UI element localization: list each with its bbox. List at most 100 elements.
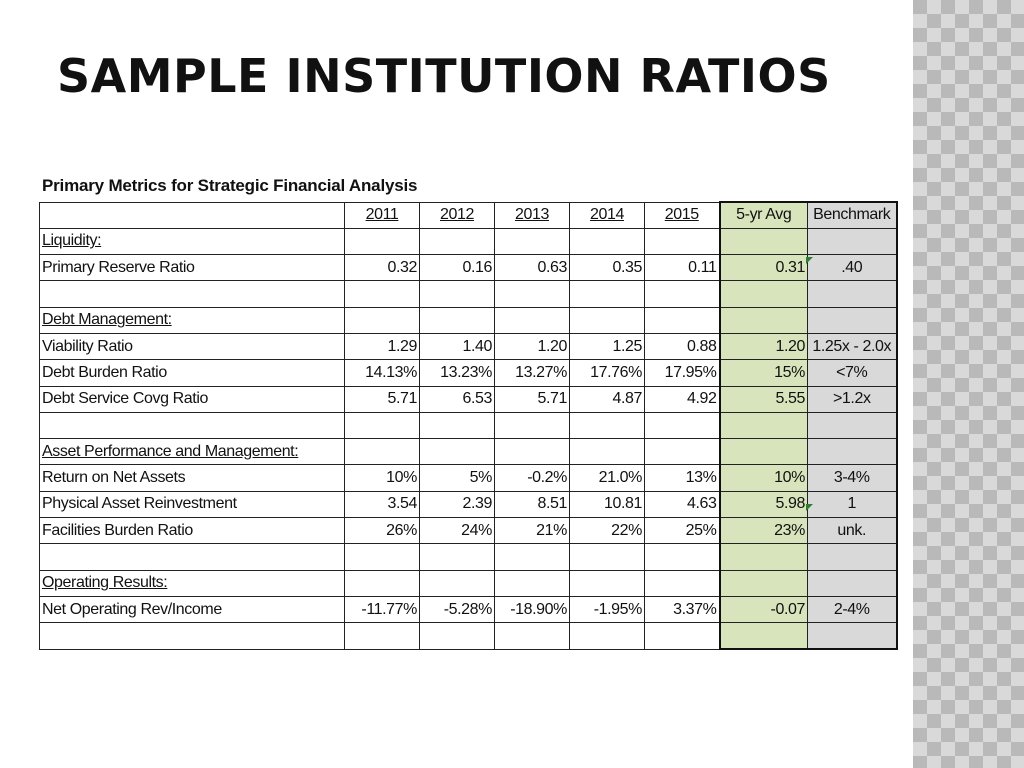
header-year-2011: 2011 <box>344 201 420 229</box>
avg-cell <box>718 280 808 308</box>
benchmark-cell: 1 <box>807 490 898 519</box>
avg-cell: 5.55 <box>718 385 808 413</box>
value-cell: 24% <box>419 517 495 545</box>
value-cell: 4.87 <box>569 385 645 413</box>
value-cell: 3.37% <box>644 595 720 624</box>
table-row: Debt Burden Ratio 14.13% 13.23% 13.27% 17.76… <box>39 359 898 387</box>
value-cell: 10% <box>344 464 420 492</box>
row-label: Debt Service Covg Ratio <box>39 385 345 413</box>
value-cell: 0.32 <box>344 254 420 282</box>
table-row: Viability Ratio 1.29 1.40 1.20 1.25 0.88 1.20 1… <box>39 332 898 361</box>
value-cell <box>344 280 420 308</box>
avg-cell <box>718 438 808 466</box>
avg-cell: 15% <box>718 359 808 387</box>
value-cell: 1.25 <box>569 332 645 361</box>
header-benchmark: Benchmark <box>807 200 898 229</box>
value-cell <box>644 543 720 571</box>
avg-cell <box>718 411 808 440</box>
avg-cell <box>718 622 808 651</box>
table-caption: Primary Metrics for Strategic Financial … <box>42 176 418 195</box>
avg-cell <box>718 569 808 597</box>
value-cell: 6.53 <box>419 385 495 413</box>
value-cell: 2.39 <box>419 490 495 519</box>
value-cell <box>344 227 420 256</box>
avg-cell: 0.31 <box>718 254 808 282</box>
header-blank-cell <box>39 201 345 229</box>
section-row: Operating Results: <box>39 569 898 597</box>
value-cell: 17.95% <box>644 359 720 387</box>
value-cell: 0.35 <box>569 254 645 282</box>
benchmark-cell <box>807 543 898 571</box>
value-cell: 1.40 <box>419 332 495 361</box>
row-label <box>39 411 345 440</box>
row-label: Viability Ratio <box>39 332 345 361</box>
section-row: Asset Performance and Management: <box>39 438 898 466</box>
value-cell <box>494 543 570 571</box>
slide-title: SAMPLE INSTITUTION RATIOS <box>57 49 831 103</box>
avg-cell: 1.20 <box>718 332 808 361</box>
header-year-2013: 2013 <box>494 201 570 229</box>
section-row: Debt Management: <box>39 306 898 334</box>
value-cell: 5.71 <box>344 385 420 413</box>
header-year-2014: 2014 <box>569 201 645 229</box>
row-label: Return on Net Assets <box>39 464 345 492</box>
header-5yr-avg: 5-yr Avg <box>718 200 808 229</box>
value-cell: 1.29 <box>344 332 420 361</box>
section-row: Liquidity: <box>39 227 898 256</box>
benchmark-cell: 1.25x - 2.0x <box>807 332 898 361</box>
value-cell <box>344 411 420 440</box>
table-row: Return on Net Assets 10% 5% -0.2% 21.0% 13% 10… <box>39 464 898 492</box>
value-cell <box>419 411 495 440</box>
avg-cell: 23% <box>718 517 808 545</box>
value-cell: 13.27% <box>494 359 570 387</box>
blank-row <box>39 280 898 308</box>
value-cell: 17.76% <box>569 359 645 387</box>
header-year-2012: 2012 <box>419 201 495 229</box>
value-cell <box>494 438 570 466</box>
value-cell: 0.63 <box>494 254 570 282</box>
value-cell: 22% <box>569 517 645 545</box>
value-cell: 0.11 <box>644 254 720 282</box>
value-cell: 4.63 <box>644 490 720 519</box>
comment-marker <box>806 504 813 511</box>
value-cell <box>344 543 420 571</box>
table-row: Facilities Burden Ratio 26% 24% 21% 22% 25% 23… <box>39 517 898 545</box>
value-cell <box>344 569 420 597</box>
value-cell <box>419 543 495 571</box>
value-cell <box>644 411 720 440</box>
value-cell <box>569 622 645 650</box>
value-cell <box>569 227 645 256</box>
value-cell: -5.28% <box>419 595 495 624</box>
table-header-row: 2011 2012 2013 2014 2015 5-yr Avg Benchmark <box>39 200 898 229</box>
avg-cell: -0.07 <box>718 595 808 624</box>
value-cell: 13% <box>644 464 720 492</box>
value-cell <box>494 411 570 440</box>
value-cell <box>569 280 645 308</box>
benchmark-cell <box>807 227 898 256</box>
value-cell: 3.54 <box>344 490 420 519</box>
section-heading: Debt Management: <box>39 306 345 334</box>
row-label <box>39 280 345 308</box>
row-label: Physical Asset Reinvestment <box>39 490 345 519</box>
table-row: Debt Service Covg Ratio 5.71 6.53 5.71 4.87 4… <box>39 385 898 413</box>
value-cell <box>494 306 570 334</box>
value-cell <box>419 280 495 308</box>
value-cell <box>419 227 495 256</box>
value-cell <box>419 438 495 466</box>
benchmark-cell: <7% <box>807 359 898 387</box>
benchmark-cell <box>807 569 898 597</box>
value-cell <box>644 227 720 256</box>
value-cell: 1.20 <box>494 332 570 361</box>
value-cell: -1.95% <box>569 595 645 624</box>
section-heading: Asset Performance and Management: <box>39 438 345 466</box>
value-cell <box>644 622 720 650</box>
value-cell <box>644 306 720 334</box>
benchmark-cell <box>807 411 898 440</box>
value-cell: -18.90% <box>494 595 570 624</box>
value-cell <box>419 306 495 334</box>
avg-cell <box>718 543 808 571</box>
value-cell: 13.23% <box>419 359 495 387</box>
benchmark-cell <box>807 280 898 308</box>
value-cell <box>494 569 570 597</box>
value-cell: 25% <box>644 517 720 545</box>
